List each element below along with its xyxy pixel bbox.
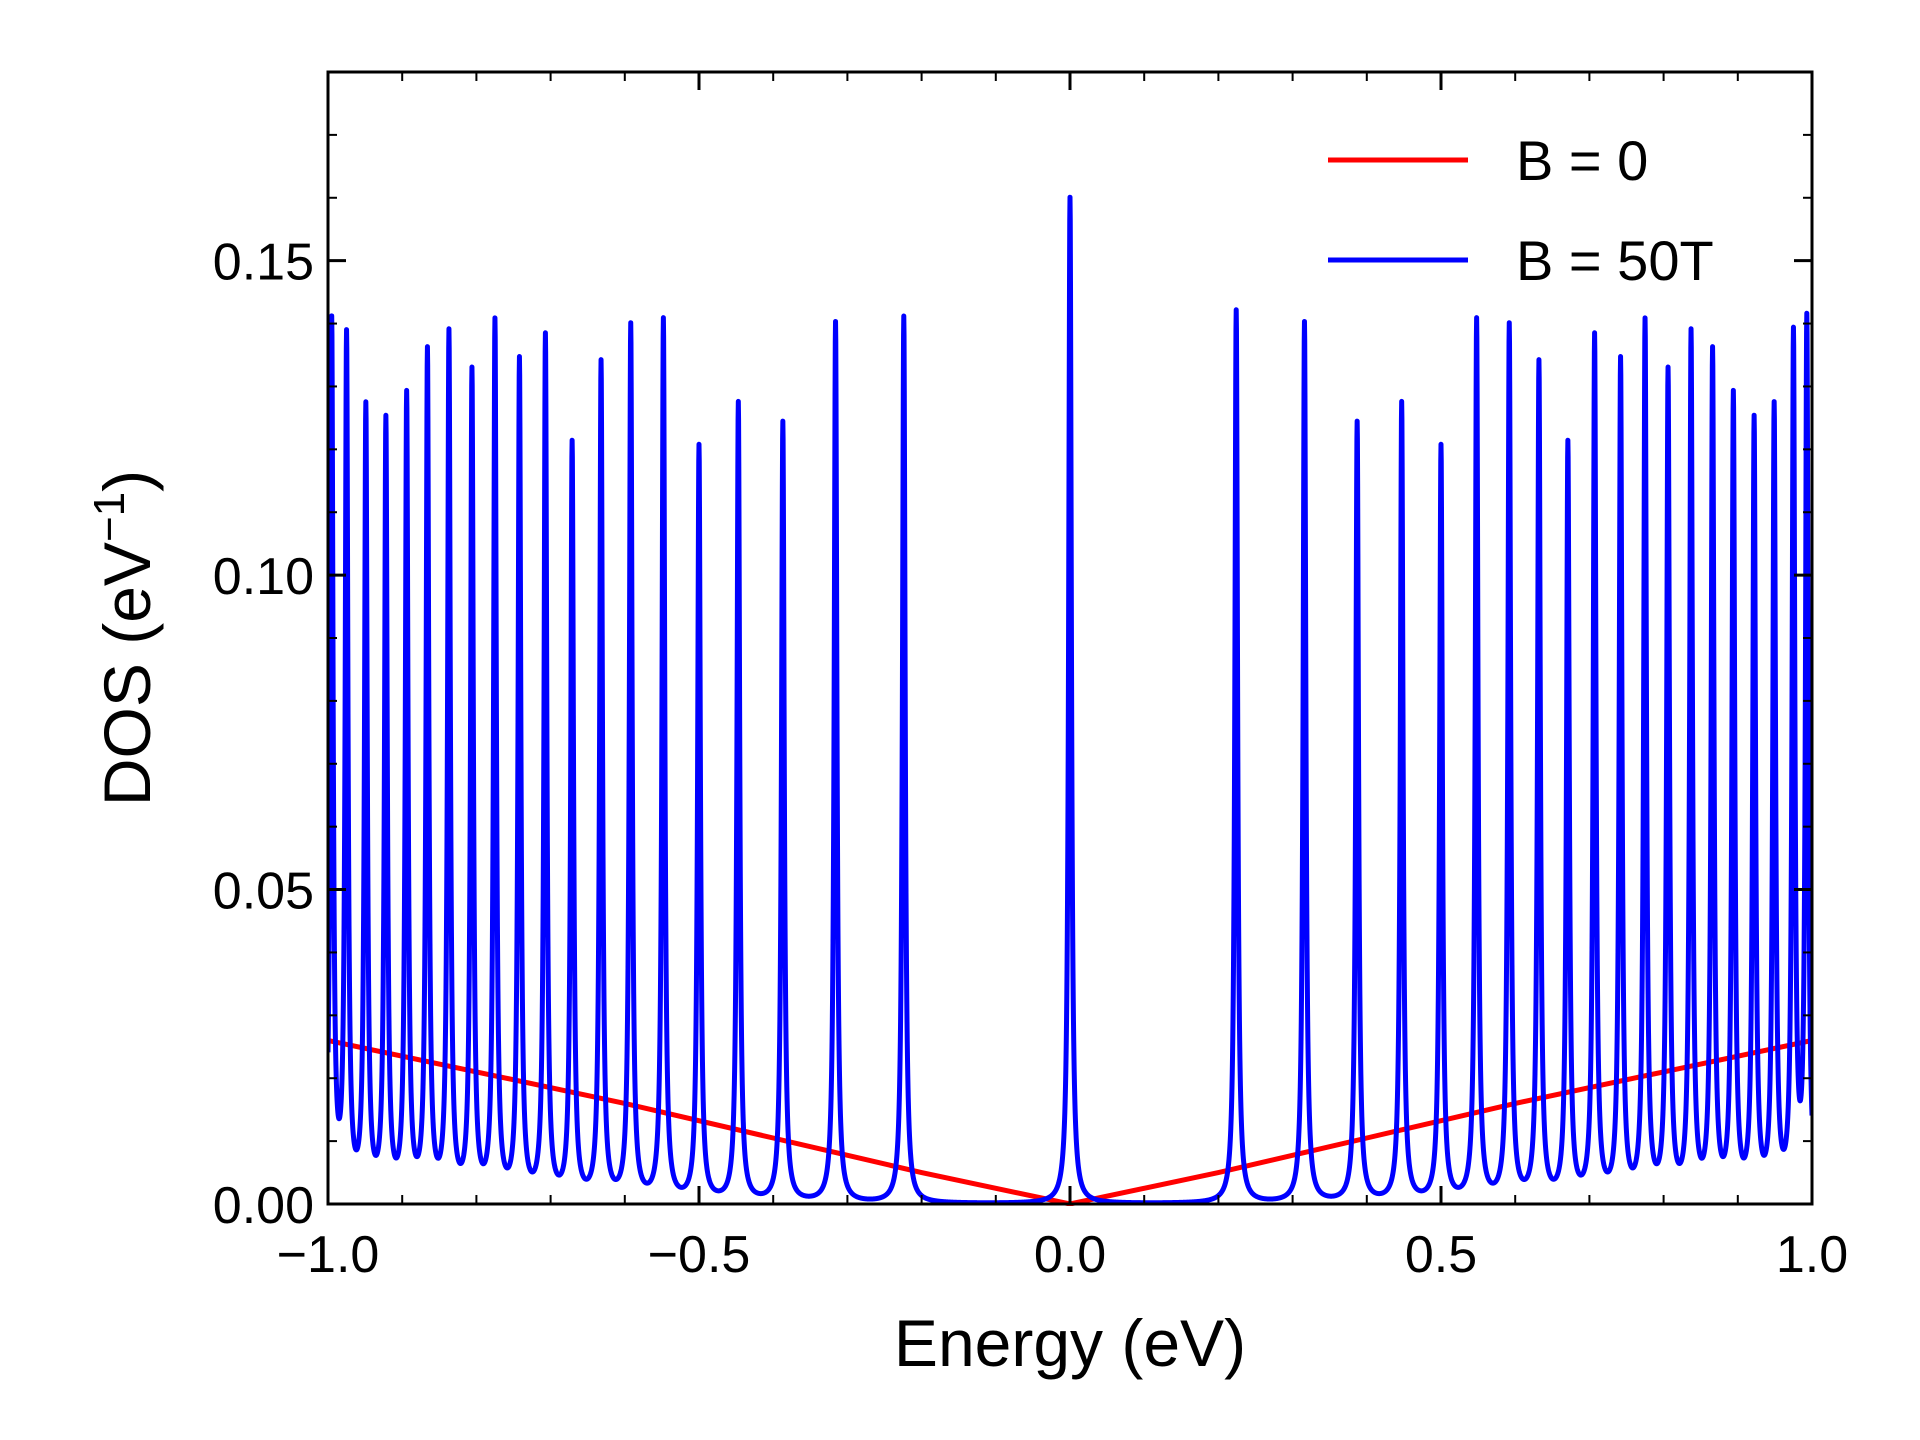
y-axis-label: DOS (eV−1) (85, 470, 164, 806)
y-axis-label-main: DOS (eV (90, 542, 164, 806)
y-tick-label: 0.05 (213, 863, 314, 921)
y-tick-label: 0.15 (213, 234, 314, 292)
series-line-b50t (328, 194, 1812, 1206)
x-tick-label: −0.5 (648, 1226, 751, 1284)
x-tick-label: 0.5 (1405, 1226, 1477, 1284)
x-axis-label: Energy (eV) (894, 1306, 1246, 1380)
y-axis-label-close: ) (90, 470, 164, 492)
ticks-layer (326, 72, 1814, 1206)
y-tick-label: 0.10 (213, 548, 314, 606)
legend: B = 0 B = 50T (1328, 129, 1714, 292)
legend-label-1: B = 50T (1516, 229, 1714, 292)
x-tick-label: −1.0 (277, 1226, 380, 1284)
x-tick-label: 0.0 (1034, 1226, 1106, 1284)
y-tick-label: 0.00 (213, 1177, 314, 1235)
x-tick-label: 1.0 (1776, 1226, 1848, 1284)
labels-layer: −1.0 −0.5 0.0 0.5 1.0 0.00 0.05 0.10 0.15 (213, 234, 1848, 1284)
y-axis-label-superscript: −1 (85, 492, 134, 542)
legend-label-0: B = 0 (1516, 129, 1648, 192)
